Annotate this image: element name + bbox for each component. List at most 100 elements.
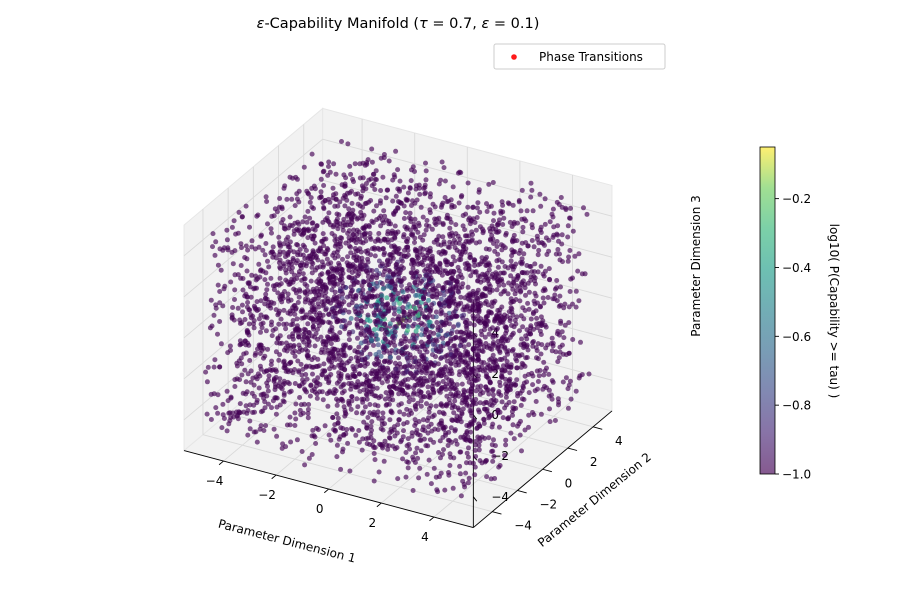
data-point [403,210,409,216]
data-point [407,285,413,291]
data-point [528,331,533,337]
x-tick-label: 2 [368,516,376,530]
data-point [297,288,303,294]
data-point [491,218,496,224]
data-point [462,395,468,401]
data-point [483,384,489,390]
data-point [293,290,299,296]
data-point [359,255,365,261]
data-point [342,410,348,416]
data-point [344,294,350,300]
data-point [499,247,505,253]
data-point [475,376,481,382]
data-point [204,411,210,417]
data-point [430,342,436,347]
data-point [286,298,291,304]
data-point [351,280,357,286]
data-point [217,300,223,306]
data-point [351,227,357,233]
data-point [430,387,436,393]
data-point [243,350,249,356]
data-point [401,184,407,190]
data-point [490,392,496,398]
x-tick-label: 4 [421,530,429,544]
x-tick-mark [271,474,277,480]
data-point [340,283,346,289]
data-point [207,325,213,331]
data-point [472,220,478,225]
data-point [413,406,419,412]
data-point [477,341,483,347]
data-point [468,331,474,337]
data-point [297,395,303,400]
data-point [491,453,497,459]
data-point [465,480,471,486]
data-point [418,403,424,409]
data-point [338,373,344,379]
data-point [539,322,545,328]
data-point [397,320,403,326]
data-point [260,247,266,253]
data-point [401,428,406,434]
data-point [405,436,411,442]
data-point [258,298,264,304]
data-point [420,427,426,433]
data-point [401,309,407,315]
data-point [355,358,361,364]
data-point [496,464,502,470]
data-point [451,343,457,349]
data-point [465,204,471,210]
data-point [317,312,323,318]
data-point [247,307,253,313]
data-point [427,392,433,398]
data-point [311,296,317,302]
data-point [506,364,512,370]
data-point [426,377,432,383]
data-point [483,246,489,252]
colorbar-tick-label: −0.8 [782,399,811,413]
data-point [477,320,483,326]
data-point [433,309,439,315]
data-point [495,264,501,270]
data-point [520,383,526,389]
data-point [451,324,457,330]
data-point [397,409,403,415]
y-tick-label: 4 [615,434,623,448]
colorbar-gradient [759,146,776,475]
data-point [526,306,532,312]
data-point [422,394,427,400]
data-point [320,368,326,374]
data-point [382,236,388,242]
colorbar: −1.0−0.8−0.6−0.4−0.2 log10( P(Capability… [759,146,841,482]
data-point [373,332,379,337]
data-point [371,478,377,484]
data-point [277,196,283,201]
data-point [407,210,413,216]
data-point [511,280,517,286]
data-point [291,249,297,255]
data-point [538,332,544,337]
data-point [211,364,217,370]
data-point [411,344,417,350]
data-point [254,308,260,313]
data-point [552,292,558,298]
data-point [369,295,375,300]
data-point [466,475,472,481]
data-point [276,357,282,363]
data-point [331,353,337,359]
data-point [375,237,381,243]
data-point [458,335,464,340]
data-point [288,439,294,445]
data-point [418,375,424,381]
data-point [467,252,473,257]
data-point [404,355,410,361]
data-point [385,365,391,371]
data-point [315,427,321,433]
data-point [422,314,428,320]
data-point [348,356,354,361]
data-point [235,272,241,278]
data-point [474,215,480,220]
data-point [300,252,306,258]
data-point [203,369,209,375]
data-point [310,248,316,254]
